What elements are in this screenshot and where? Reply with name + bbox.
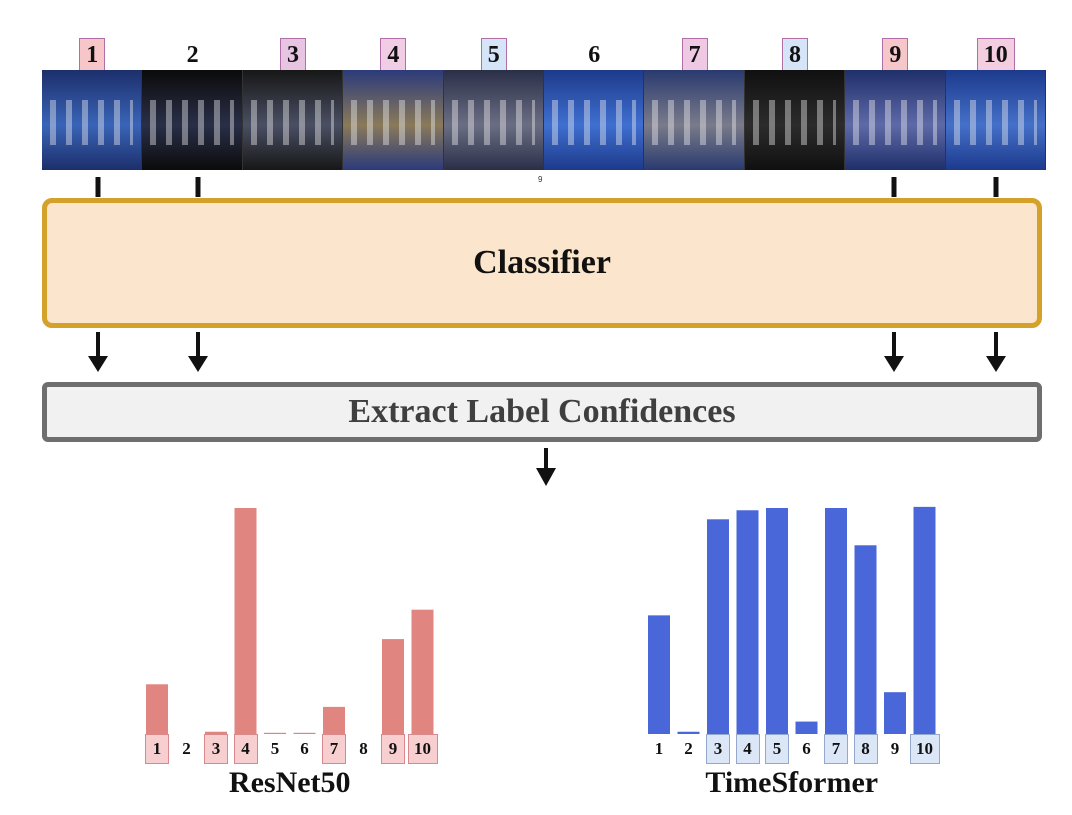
bar-7 [825,508,847,734]
video-frame-3 [242,70,344,170]
tick-label-2: 2 [182,739,191,758]
bar-chart-svg [146,508,434,734]
tick-label-1: 1 [654,739,664,758]
arrows-mid [88,332,1006,372]
bar-6 [293,732,316,734]
extract-label-box: Extract Label Confidences [42,382,1042,442]
extract-label-text: Extract Label Confidences [348,393,736,430]
bar-2 [677,731,700,734]
tick-label-1: 1 [145,734,169,764]
bar-chart-svg [648,506,936,734]
bar-9 [382,639,404,734]
arrow-extract-down [536,448,556,486]
arrow-classifier-2 [188,332,208,372]
tick-label-4: 4 [735,734,760,764]
tick-label-8: 8 [853,734,878,764]
tick-label-7: 7 [824,734,848,764]
video-frame-10 [945,70,1047,170]
video-frame-9 [845,70,946,170]
tick-label-6: 6 [300,739,309,758]
video-frame-5 [443,70,545,170]
video-frame-4 [343,70,444,170]
tick-label-10: 10 [407,734,438,764]
video-frame-2 [142,70,243,170]
tick-label-7: 7 [322,734,346,764]
strip-index: 9 [538,175,543,184]
tick-label-5: 5 [765,734,789,764]
frame-label-8: 8 [782,38,808,72]
bar-10 [411,609,434,734]
bar-3 [707,519,729,734]
tick-label-2: 2 [684,739,693,758]
bar-4 [736,510,759,734]
tick-label-3: 3 [706,734,730,764]
tick-label-4: 4 [233,734,258,764]
frame-strip [42,70,1047,170]
video-frame-6 [544,70,645,170]
bar-8 [854,545,877,734]
tick-label-3: 3 [204,734,228,764]
bar-5 [766,508,788,734]
video-frame-7 [644,70,745,170]
chart-title: TimeSformer [705,766,879,799]
arrows-top [95,177,999,197]
bar-5 [264,732,286,734]
frame-label-10: 10 [976,38,1015,72]
classifier-box: Classifier [42,198,1042,328]
bar-3 [205,731,227,734]
frame-label-3: 3 [280,38,306,72]
bar-6 [795,721,818,734]
arrow-classifier-1 [88,332,108,372]
tick-label-10: 10 [909,734,940,764]
video-frame-1 [42,70,143,170]
arrow-classifier-9 [884,332,904,372]
frame-label-7: 7 [681,38,708,72]
bar-1 [146,684,168,734]
classifier-label: Classifier [473,244,611,281]
frame-label-1: 1 [79,38,106,72]
chart-title: ResNet50 [228,766,351,799]
bar-1 [648,615,670,734]
tick-label-9: 9 [381,734,405,764]
timesformer-chart: 1 2 3 4 5 6 7 8 9 10 TimeSformer [536,490,1072,810]
frame-label-6: 6 [588,41,601,68]
frame-label-2: 2 [186,41,199,68]
tick-label-5: 5 [270,739,280,758]
frame-label-4: 4 [380,38,407,72]
frame-label-9: 9 [882,38,909,72]
tick-label-8: 8 [359,739,368,758]
video-frame-8 [744,70,846,170]
tick-label-6: 6 [802,739,811,758]
bar-10 [913,506,936,734]
tick-label-9: 9 [890,739,900,758]
frame-label-5: 5 [480,38,507,72]
resnet50-chart: 1 2 3 4 5 6 7 8 9 10 ResNet50 [0,490,536,810]
bar-4 [234,508,257,734]
bar-9 [884,692,906,734]
arrow-classifier-10 [986,332,1006,372]
bar-7 [323,706,345,734]
